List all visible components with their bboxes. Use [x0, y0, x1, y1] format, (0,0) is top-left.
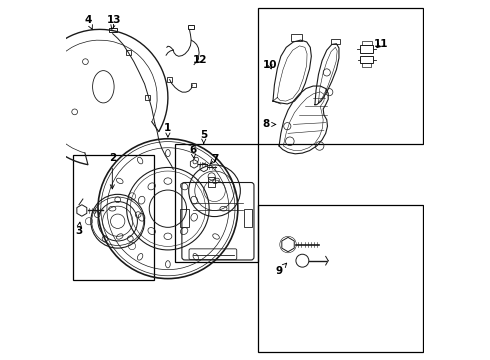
- Bar: [73, 155, 153, 280]
- Bar: [360, 45, 373, 53]
- Bar: [191, 83, 196, 87]
- Text: 11: 11: [374, 39, 389, 49]
- Text: 7: 7: [211, 154, 218, 164]
- Bar: [362, 41, 371, 45]
- Bar: [331, 39, 340, 44]
- Bar: [362, 63, 371, 67]
- Bar: [245, 209, 252, 226]
- Text: 3: 3: [75, 222, 82, 236]
- Text: 12: 12: [193, 55, 207, 65]
- Bar: [188, 25, 194, 30]
- Text: 2: 2: [109, 153, 116, 189]
- Bar: [125, 50, 131, 55]
- Text: 8: 8: [262, 120, 276, 129]
- Bar: [258, 205, 422, 352]
- Bar: [145, 95, 150, 100]
- Text: 9: 9: [276, 263, 287, 276]
- Bar: [258, 8, 422, 144]
- Text: 13: 13: [107, 15, 122, 29]
- Bar: [175, 144, 258, 262]
- Bar: [208, 177, 215, 187]
- Text: 4: 4: [85, 15, 93, 29]
- Bar: [361, 56, 373, 63]
- Text: 10: 10: [263, 60, 277, 70]
- Text: 5: 5: [200, 130, 207, 143]
- Bar: [167, 77, 172, 82]
- Bar: [109, 28, 117, 32]
- Bar: [180, 209, 190, 226]
- Text: 1: 1: [164, 123, 171, 137]
- Text: 6: 6: [189, 144, 196, 158]
- Bar: [291, 35, 302, 41]
